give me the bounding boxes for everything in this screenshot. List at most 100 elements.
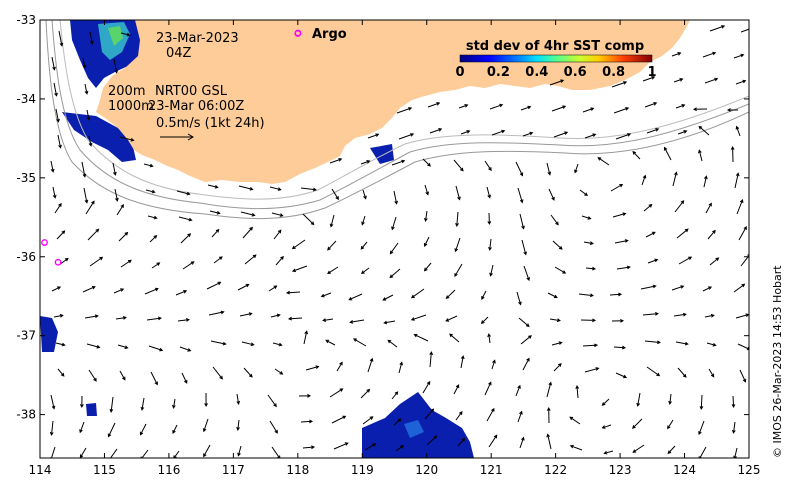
current-vector <box>569 416 581 425</box>
current-vector <box>546 406 551 424</box>
current-vector <box>352 338 367 347</box>
current-vector <box>270 313 281 318</box>
argo-float-marker <box>41 239 48 246</box>
lon-tick-label: 124 <box>673 463 696 477</box>
current-vector <box>569 444 583 451</box>
current-vector <box>305 365 320 371</box>
current-vector <box>455 411 463 421</box>
current-vector <box>182 261 195 270</box>
lat-tick-label: -34 <box>16 92 36 106</box>
current-vector <box>237 283 250 291</box>
current-vector <box>211 228 220 238</box>
current-vector <box>57 368 65 377</box>
current-vector <box>150 371 158 386</box>
lon-tick-label: 119 <box>351 463 374 477</box>
colorbar-ticks: 0 0.2 0.4 0.6 0.8 1 <box>455 65 656 80</box>
current-vector <box>736 199 744 215</box>
current-vector <box>302 445 316 450</box>
current-vector <box>361 215 366 226</box>
copyright-label: © IMOS 26-Mar-2023 14:53 Hobart <box>771 265 784 458</box>
current-vector <box>325 339 336 346</box>
current-vector <box>735 125 741 137</box>
current-vector <box>151 262 161 269</box>
current-vector <box>271 212 284 217</box>
colorbar-tick-label: 0.8 <box>602 65 625 80</box>
current-vector <box>449 333 460 343</box>
current-vector <box>291 265 308 273</box>
contour-200m <box>51 20 749 210</box>
current-vector <box>698 420 705 436</box>
current-vector <box>367 357 374 373</box>
current-vector <box>458 104 469 109</box>
current-vector <box>644 340 661 345</box>
current-vector <box>667 445 676 455</box>
current-vector <box>645 231 656 238</box>
current-vector <box>51 56 56 71</box>
current-vector <box>663 146 672 161</box>
lon-tick-label: 117 <box>222 463 245 477</box>
current-vector <box>646 366 661 377</box>
current-vector <box>642 311 659 316</box>
current-vector <box>581 215 592 220</box>
current-vector <box>643 203 653 212</box>
current-vector <box>109 396 114 413</box>
current-vector <box>647 258 659 264</box>
current-vector <box>208 310 225 316</box>
current-vector <box>175 290 188 296</box>
current-vector <box>518 317 530 328</box>
current-vector <box>520 105 532 111</box>
current-vector <box>698 149 703 162</box>
current-vector <box>731 421 736 434</box>
current-vector <box>644 102 658 108</box>
current-vector <box>611 318 625 323</box>
colorbar-tick-label: 0 <box>455 65 464 80</box>
current-vector <box>614 239 629 244</box>
current-vector <box>86 343 101 349</box>
current-vector <box>82 286 96 293</box>
current-vector <box>393 418 402 426</box>
current-vector <box>521 239 527 256</box>
current-vector <box>139 423 147 436</box>
current-vector <box>360 388 371 399</box>
current-vector <box>706 342 717 347</box>
current-vector <box>692 107 708 112</box>
lon-tick-label: 121 <box>480 463 503 477</box>
current-vector <box>642 76 656 82</box>
current-vector <box>429 128 443 134</box>
current-vector <box>382 294 394 301</box>
current-vector <box>54 202 62 214</box>
current-vector <box>329 214 335 228</box>
current-vector <box>348 293 363 301</box>
current-vector <box>584 133 597 139</box>
current-vector <box>523 265 530 282</box>
current-vector <box>144 287 159 295</box>
current-vector <box>481 290 487 300</box>
current-vector <box>52 186 57 199</box>
current-vector <box>112 162 117 176</box>
current-vector <box>551 341 563 346</box>
current-vector <box>300 419 314 424</box>
current-vector <box>362 189 367 200</box>
current-vector <box>552 240 563 250</box>
current-vector <box>209 210 221 215</box>
current-vector <box>515 384 521 397</box>
current-vector <box>303 330 309 345</box>
current-vector <box>178 216 193 222</box>
current-vector <box>488 434 498 448</box>
current-vector <box>360 267 370 275</box>
current-vector <box>579 189 589 197</box>
date-label: 23-Mar-2023 <box>156 31 239 46</box>
current-vector <box>584 367 600 373</box>
current-vector <box>480 316 489 325</box>
current-vector <box>580 318 597 323</box>
current-vector <box>486 407 495 422</box>
colorbar-tick-label: 0.4 <box>525 65 548 80</box>
current-vector <box>329 158 343 164</box>
current-vector <box>612 212 627 218</box>
current-vector <box>395 445 405 452</box>
current-vector <box>611 81 628 88</box>
sst-patches <box>40 20 474 458</box>
contour-extra <box>59 20 749 200</box>
colorbar-tick-label: 1 <box>647 65 656 80</box>
